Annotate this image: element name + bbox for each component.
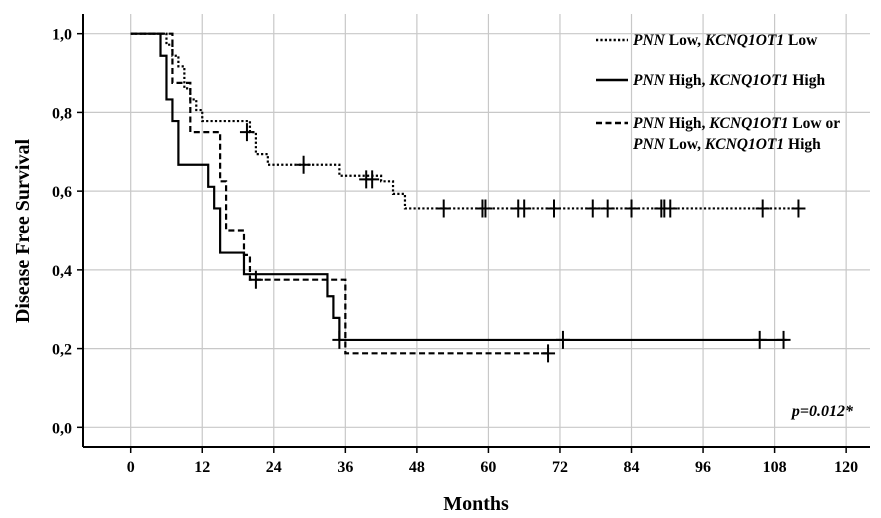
- legend-label: PNN Low, KCNQ1OT1 Low: [633, 32, 818, 49]
- legend-label-line2: PNN Low, KCNQ1OT1 High: [633, 136, 821, 153]
- series-1: [130, 32, 806, 218]
- censor-mark: [776, 330, 791, 349]
- legend: PNN Low, KCNQ1OT1 Low PNN High, KCNQ1OT1 …: [596, 32, 840, 153]
- y-ticks: 0,0 0,2 0,4 0,6 0,8 1,0: [52, 27, 83, 437]
- censor-mark: [547, 199, 562, 218]
- censor-mark: [752, 330, 767, 349]
- censor-mark: [478, 199, 493, 218]
- x-tick-label: 108: [763, 459, 787, 476]
- censor-mark: [248, 270, 263, 289]
- censor-mark: [296, 155, 311, 174]
- x-tick-label: 60: [480, 459, 496, 476]
- x-tick-label: 0: [127, 459, 135, 476]
- y-tick-label: 0,4: [52, 263, 72, 280]
- x-tick-label: 24: [266, 459, 282, 476]
- legend-label: PNN High, KCNQ1OT1 Low or: [633, 115, 840, 132]
- p-value-annotation: p=0.012*: [790, 403, 854, 420]
- y-tick-label: 1,0: [52, 27, 72, 44]
- x-axis-title: Months: [443, 493, 509, 515]
- y-tick-label: 0,2: [52, 342, 72, 359]
- series-2: [130, 32, 791, 349]
- y-axis-title: Disease Free Survival: [12, 139, 34, 323]
- plot-area: [83, 14, 870, 447]
- censor-mark: [541, 344, 556, 363]
- x-tick-label: 12: [194, 459, 210, 476]
- censor-mark: [600, 199, 615, 218]
- legend-label: PNN High, KCNQ1OT1 High: [633, 72, 825, 89]
- y-tick-label: 0,6: [52, 184, 72, 201]
- censor-mark: [555, 330, 570, 349]
- gridlines: [83, 14, 870, 447]
- censor-mark: [791, 199, 806, 218]
- censor-mark: [436, 199, 451, 218]
- censor-mark: [755, 199, 770, 218]
- x-tick-label: 96: [695, 459, 711, 476]
- x-tick-label: 36: [337, 459, 353, 476]
- y-tick-label: 0,0: [52, 420, 72, 437]
- x-tick-label: 48: [409, 459, 425, 476]
- series-line: [130, 32, 549, 355]
- x-tick-label: 84: [624, 459, 640, 476]
- censor-mark: [624, 199, 639, 218]
- censor-mark: [239, 123, 254, 142]
- series-3: [130, 32, 556, 363]
- censor-mark: [517, 199, 532, 218]
- series-layer: [130, 32, 806, 363]
- axes: [82, 14, 870, 448]
- censor-mark: [365, 170, 380, 189]
- censor-mark: [585, 199, 600, 218]
- y-tick-label: 0,8: [52, 105, 72, 122]
- censor-mark: [332, 330, 347, 349]
- series-line: [130, 32, 787, 342]
- x-ticks: 0 12 24 36 48 60 72 84 96 108 120: [127, 447, 858, 476]
- censor-mark: [663, 199, 678, 218]
- x-tick-label: 72: [552, 459, 568, 476]
- x-tick-label: 120: [834, 459, 858, 476]
